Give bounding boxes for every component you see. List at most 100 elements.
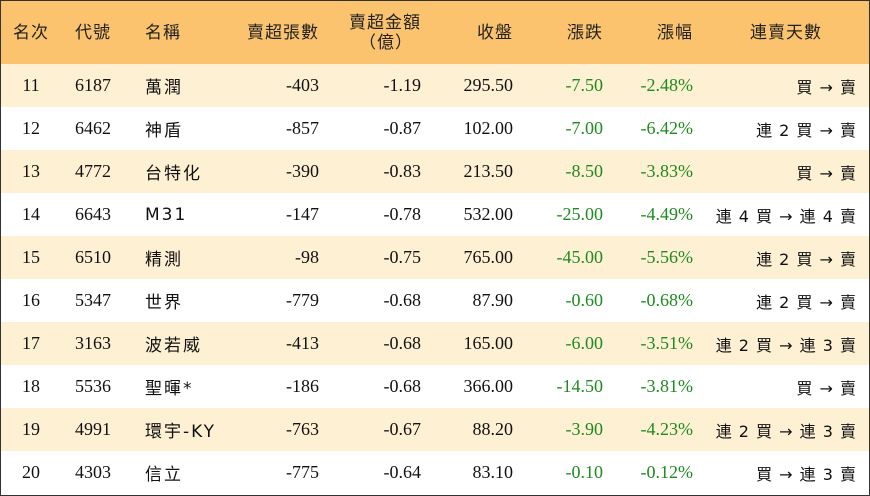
- cell-close: 366.00: [463, 376, 514, 396]
- cell-rank: 17: [22, 333, 40, 353]
- cell-streak: 連 2 買 → 連 3 賣: [715, 421, 857, 441]
- cell-sell-amount: -0.87: [383, 118, 422, 138]
- cell-name: 波若威: [145, 336, 202, 356]
- cell-name: 萬潤: [145, 78, 183, 98]
- cell-sell-amount: -0.68: [383, 333, 422, 353]
- cell-sell-amount: -0.78: [383, 204, 422, 224]
- cell-rank: 16: [22, 290, 40, 310]
- cell-code: 6187: [75, 75, 111, 95]
- cell-change: -7.00: [565, 118, 604, 138]
- cell-close: 765.00: [463, 247, 514, 267]
- cell-change: -3.90: [565, 419, 604, 439]
- header-sell-amount-title: 賣超金額: [349, 12, 421, 33]
- cell-sell-shares: -775: [286, 462, 319, 482]
- cell-close: 88.20: [472, 419, 514, 439]
- cell-sell-shares: -147: [286, 204, 319, 224]
- cell-close: 87.90: [472, 290, 514, 310]
- cell-rank: 11: [22, 75, 40, 95]
- cell-rank: 20: [22, 462, 40, 482]
- cell-change: -0.60: [565, 290, 604, 310]
- table-row: 18 5536 聖暉* -186 -0.68 366.00 -14.50 -3.81% 買 → …: [1, 365, 869, 408]
- table-row: 14 6643 M31 -147 -0.78 532.00 -25.00 -4.49% 連 4 …: [1, 193, 869, 236]
- cell-sell-shares: -186: [286, 376, 319, 396]
- cell-streak: 連 2 買 → 賣: [756, 292, 857, 312]
- header-name: 名稱: [145, 22, 181, 43]
- cell-code: 6462: [75, 118, 111, 138]
- cell-code: 6510: [75, 247, 111, 267]
- cell-change-pct: -0.68%: [640, 290, 694, 310]
- cell-name: M31: [145, 204, 188, 225]
- cell-name: 台特化: [145, 164, 202, 184]
- cell-code: 4303: [75, 462, 111, 482]
- table-row: 13 4772 台特化 -390 -0.83 213.50 -8.50 -3.83% 買 → 賣: [1, 150, 869, 193]
- cell-streak: 買 → 賣: [796, 378, 857, 398]
- cell-code: 5536: [75, 376, 111, 396]
- cell-sell-amount: -0.68: [383, 290, 422, 310]
- cell-rank: 14: [22, 204, 40, 224]
- cell-change: -6.00: [565, 333, 604, 353]
- cell-name: 信立: [145, 465, 183, 485]
- cell-change: -45.00: [556, 247, 604, 267]
- cell-streak: 買 → 賣: [796, 77, 857, 97]
- cell-sell-amount: -0.83: [383, 161, 422, 181]
- header-close: 收盤: [477, 22, 513, 43]
- cell-change: -14.50: [556, 376, 604, 396]
- cell-close: 213.50: [463, 161, 514, 181]
- cell-streak: 買 → 賣: [796, 163, 857, 183]
- cell-streak: 連 2 買 → 賣: [756, 120, 857, 140]
- cell-change-pct: -3.81%: [640, 376, 694, 396]
- cell-code: 6643: [75, 204, 111, 224]
- cell-code: 4772: [75, 161, 111, 181]
- table-row: 15 6510 精測 -98 -0.75 765.00 -45.00 -5.56% 連 2 買 …: [1, 236, 869, 279]
- cell-streak: 連 4 買 → 連 4 賣: [715, 206, 857, 226]
- header-sell-amount-unit: （億）: [359, 32, 413, 53]
- cell-rank: 13: [22, 161, 40, 181]
- header-streak: 連賣天數: [750, 22, 822, 43]
- cell-change: -8.50: [565, 161, 604, 181]
- cell-streak: 連 2 買 → 賣: [756, 249, 857, 269]
- cell-sell-amount: -0.64: [383, 462, 422, 482]
- cell-sell-amount: -1.19: [383, 75, 422, 95]
- cell-sell-amount: -0.68: [383, 376, 422, 396]
- cell-close: 102.00: [463, 118, 514, 138]
- cell-code: 4991: [75, 419, 111, 439]
- cell-change-pct: -4.49%: [640, 204, 694, 224]
- header-sell-amount: 賣超金額 （億）: [329, 1, 431, 64]
- cell-close: 83.10: [472, 462, 514, 482]
- cell-rank: 15: [22, 247, 40, 267]
- cell-sell-shares: -413: [286, 333, 319, 353]
- cell-name: 精測: [145, 250, 183, 270]
- cell-code: 3163: [75, 333, 111, 353]
- table-row: 11 6187 萬潤 -403 -1.19 295.50 -7.50 -2.48% 買 → 賣: [1, 64, 869, 107]
- header-change-pct: 漲幅: [657, 22, 693, 43]
- cell-name: 世界: [145, 293, 183, 313]
- cell-change: -7.50: [565, 75, 604, 95]
- table-header-row: 名次 代號 名稱 賣超張數 賣超金額 （億） 收盤 漲跌 漲幅 連賣天數: [1, 1, 869, 64]
- table-row: 17 3163 波若威 -413 -0.68 165.00 -6.00 -3.51% 連 2 買…: [1, 322, 869, 365]
- cell-streak: 買 → 連 3 賣: [756, 464, 857, 484]
- cell-sell-amount: -0.75: [383, 247, 422, 267]
- table-row: 19 4991 環宇-KY -763 -0.67 88.20 -3.90 -4.23% 連 2 …: [1, 408, 869, 451]
- cell-rank: 19: [22, 419, 40, 439]
- table-row: 16 5347 世界 -779 -0.68 87.90 -0.60 -0.68% 連 2 買 →…: [1, 279, 869, 322]
- cell-change-pct: -4.23%: [640, 419, 694, 439]
- cell-sell-amount: -0.67: [383, 419, 422, 439]
- cell-change-pct: -0.12%: [640, 462, 694, 482]
- header-rank: 名次: [13, 22, 49, 43]
- cell-sell-shares: -779: [286, 290, 319, 310]
- header-sell-shares: 賣超張數: [247, 22, 319, 43]
- table-row: 20 4303 信立 -775 -0.64 83.10 -0.10 -0.12% 買 → 連 3…: [1, 451, 869, 494]
- cell-sell-shares: -98: [295, 247, 319, 267]
- cell-change-pct: -5.56%: [640, 247, 694, 267]
- cell-close: 165.00: [463, 333, 514, 353]
- cell-sell-shares: -390: [286, 161, 319, 181]
- header-change: 漲跌: [567, 22, 603, 43]
- cell-sell-shares: -857: [286, 118, 319, 138]
- cell-sell-shares: -763: [286, 419, 319, 439]
- header-code: 代號: [75, 22, 111, 43]
- cell-close: 532.00: [463, 204, 514, 224]
- cell-change-pct: -3.51%: [640, 333, 694, 353]
- cell-change: -25.00: [556, 204, 604, 224]
